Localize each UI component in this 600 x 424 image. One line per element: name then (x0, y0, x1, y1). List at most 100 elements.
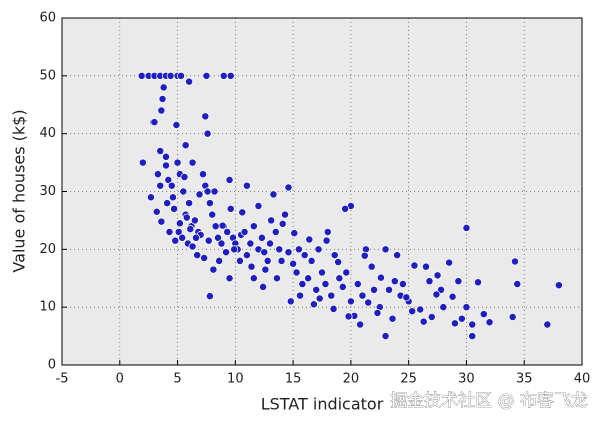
point (205, 292, 214, 301)
point (210, 187, 219, 196)
point (296, 291, 304, 300)
point (203, 129, 212, 138)
point (298, 280, 307, 288)
point (479, 310, 488, 319)
x-tick-label: 40 (574, 372, 591, 387)
point (200, 254, 209, 262)
x-tick-label: 20 (343, 372, 360, 387)
point (157, 106, 166, 115)
point (150, 118, 159, 127)
point (157, 217, 166, 226)
point (474, 278, 482, 287)
point (419, 317, 428, 326)
point (137, 71, 146, 80)
point (242, 181, 251, 190)
point (238, 208, 247, 217)
point (468, 332, 477, 341)
point (182, 213, 191, 222)
y-tick-label: 40 (39, 126, 56, 141)
y-tick-label: 10 (39, 300, 56, 315)
point (269, 190, 278, 199)
point (468, 320, 477, 329)
point (217, 239, 226, 248)
point (261, 265, 270, 274)
point (226, 71, 235, 80)
point (159, 83, 168, 92)
point (304, 274, 313, 283)
point (445, 258, 454, 267)
point (254, 202, 263, 210)
point (266, 239, 274, 248)
point (179, 187, 188, 196)
point (152, 207, 161, 216)
point (177, 71, 185, 80)
point (263, 256, 272, 265)
point (271, 228, 280, 236)
point (275, 245, 284, 254)
point (219, 71, 228, 80)
point (356, 320, 365, 329)
x-tick-label: 15 (285, 372, 302, 387)
point (202, 71, 211, 80)
point (257, 233, 266, 242)
point (410, 261, 419, 270)
point (292, 268, 301, 277)
point (226, 204, 235, 213)
point (432, 290, 441, 299)
point (513, 280, 522, 288)
point (408, 307, 417, 316)
point (165, 228, 174, 236)
point (554, 281, 563, 290)
point (433, 271, 442, 280)
point (329, 304, 338, 313)
point (222, 248, 231, 257)
point (168, 193, 177, 202)
point (422, 262, 430, 271)
point (284, 248, 293, 257)
point (192, 233, 200, 242)
point (225, 175, 234, 184)
point (214, 233, 222, 242)
point (188, 242, 197, 251)
point (393, 251, 402, 260)
x-tick-label: -5 (56, 372, 69, 387)
point (223, 228, 232, 236)
point (323, 228, 332, 236)
point (186, 225, 195, 234)
point (450, 319, 459, 328)
point (364, 298, 373, 307)
point (172, 121, 181, 129)
point (543, 320, 552, 329)
point (236, 256, 244, 265)
y-axis-label: Value of houses (k$) (10, 109, 29, 272)
point (427, 313, 436, 321)
point (175, 219, 184, 228)
point (230, 245, 239, 254)
point (278, 219, 287, 228)
point (330, 251, 339, 260)
y-tick-label: 50 (39, 68, 56, 83)
point (381, 332, 390, 341)
point (416, 305, 425, 314)
point (511, 257, 519, 266)
y-tick-label: 60 (39, 11, 56, 26)
point (462, 303, 471, 312)
x-axis-label: LSTAT indicator (261, 395, 384, 414)
point (138, 158, 147, 167)
x-tick-label: 25 (400, 372, 417, 387)
point (398, 280, 407, 288)
point (204, 236, 213, 245)
point (249, 222, 258, 231)
point (284, 183, 293, 192)
point (335, 274, 344, 283)
point (158, 95, 167, 103)
point (205, 199, 214, 208)
point (385, 285, 393, 294)
point (315, 294, 324, 303)
point (209, 265, 218, 274)
point (153, 170, 162, 179)
point (334, 258, 343, 267)
point (454, 277, 463, 286)
point (173, 158, 182, 167)
